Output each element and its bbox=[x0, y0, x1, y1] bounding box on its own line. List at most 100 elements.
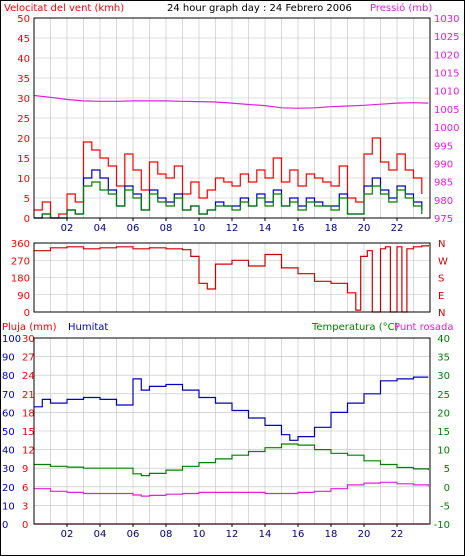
rain-y-tick-label: 18 bbox=[22, 408, 35, 419]
pressure-y-tick-label: 975 bbox=[434, 214, 453, 225]
temperature-label: Temperatura (°C) bbox=[311, 322, 399, 333]
temperature-y-tick-label: -5 bbox=[440, 501, 450, 512]
temperature-y-tick-label: -10 bbox=[434, 520, 450, 531]
rain-y-tick-label: 24 bbox=[22, 371, 35, 382]
x-tick-label: 10 bbox=[193, 529, 206, 540]
wind-y-tick-label: 35 bbox=[17, 74, 30, 85]
temperature-y-tick-label: 35 bbox=[437, 353, 450, 364]
x-tick-label: 06 bbox=[127, 223, 140, 234]
x-tick-label: 16 bbox=[292, 529, 305, 540]
x-tick-label: 12 bbox=[226, 529, 239, 540]
x-tick-label: 18 bbox=[325, 223, 338, 234]
dewpoint-series bbox=[34, 481, 429, 497]
wind-pressure-panel: 0510152025303540455097598098599099510001… bbox=[17, 14, 459, 234]
compass-label: S bbox=[438, 274, 444, 285]
pressure-y-tick-label: 1010 bbox=[434, 87, 459, 98]
rain-y-tick-label: 21 bbox=[22, 390, 35, 401]
humidity-y-tick-label: 60 bbox=[2, 408, 15, 419]
chart-title: 24 hour graph day : 24 Febrero 2006 bbox=[167, 3, 352, 14]
temperature-y-tick-label: 0 bbox=[444, 483, 450, 494]
x-tick-label: 08 bbox=[160, 529, 173, 540]
x-tick-label: 10 bbox=[193, 223, 206, 234]
pressure-y-tick-label: 990 bbox=[434, 159, 453, 170]
direction-y-tick-label: 90 bbox=[17, 291, 30, 302]
temperature-y-tick-label: 20 bbox=[437, 408, 450, 419]
rain-y-tick-label: 12 bbox=[22, 446, 35, 457]
rain-y-tick-label: 0 bbox=[22, 520, 28, 531]
wind-green-series bbox=[34, 181, 423, 219]
pressure-y-tick-label: 1025 bbox=[434, 32, 459, 43]
rain-y-tick-label: 15 bbox=[22, 427, 35, 438]
pressure-y-tick-label: 1005 bbox=[434, 105, 459, 116]
wind-y-tick-label: 15 bbox=[17, 154, 30, 165]
wind-y-tick-label: 50 bbox=[17, 14, 30, 25]
x-tick-label: 04 bbox=[94, 223, 107, 234]
humidity-y-tick-label: 20 bbox=[2, 483, 15, 494]
wind-y-tick-label: 25 bbox=[17, 114, 30, 125]
gust-series bbox=[34, 137, 423, 219]
wind-y-tick-label: 40 bbox=[17, 54, 30, 65]
direction-y-tick-label: 360 bbox=[11, 239, 30, 250]
humidity-series bbox=[34, 376, 429, 441]
rain-y-tick-label: 9 bbox=[22, 464, 28, 475]
wind-speed-label: Velocitat del vent (kmh) bbox=[4, 3, 124, 14]
temperature-y-tick-label: 5 bbox=[444, 464, 450, 475]
x-tick-label: 20 bbox=[358, 223, 371, 234]
wind-y-tick-label: 30 bbox=[17, 94, 30, 105]
compass-label: N bbox=[438, 239, 445, 250]
temperature-y-tick-label: 10 bbox=[437, 446, 450, 457]
pressure-y-tick-label: 1020 bbox=[434, 50, 459, 61]
x-tick-label: 04 bbox=[94, 529, 107, 540]
temperature-y-tick-label: 40 bbox=[437, 334, 450, 345]
pressure-y-tick-label: 1030 bbox=[434, 14, 459, 25]
pressure-y-tick-label: 1000 bbox=[434, 123, 459, 134]
compass-label: E bbox=[438, 291, 444, 302]
rain-y-tick-label: 3 bbox=[22, 501, 28, 512]
humidity-y-tick-label: 70 bbox=[2, 390, 15, 401]
rain-y-tick-label: 30 bbox=[22, 334, 35, 345]
pressure-y-tick-label: 980 bbox=[434, 196, 453, 207]
x-tick-label: 22 bbox=[391, 223, 404, 234]
pressure-series bbox=[33, 94, 429, 109]
temperature-y-tick-label: 15 bbox=[437, 427, 450, 438]
x-tick-label: 06 bbox=[127, 529, 140, 540]
humidity-label: Humitat bbox=[68, 322, 108, 333]
x-tick-label: 08 bbox=[160, 223, 173, 234]
rain-y-tick-label: 6 bbox=[22, 483, 28, 494]
x-tick-label: 20 bbox=[358, 529, 371, 540]
p1-frame bbox=[33, 17, 431, 219]
x-tick-label: 12 bbox=[226, 223, 239, 234]
humidity-y-tick-label: 80 bbox=[2, 371, 15, 382]
wind-y-tick-label: 10 bbox=[17, 174, 30, 185]
x-tick-label: 14 bbox=[259, 529, 272, 540]
humidity-y-tick-label: 40 bbox=[2, 446, 15, 457]
pressure-y-tick-label: 995 bbox=[434, 141, 453, 152]
direction-y-tick-label: 180 bbox=[11, 274, 30, 285]
dewpoint-label: Punt rosada bbox=[394, 322, 453, 333]
x-tick-label: 14 bbox=[259, 223, 272, 234]
wind-y-tick-label: 45 bbox=[17, 34, 30, 45]
x-tick-label: 02 bbox=[61, 529, 74, 540]
x-tick-label: 02 bbox=[61, 223, 74, 234]
rain-label: Pluja (mm) bbox=[2, 322, 57, 333]
p2-frame bbox=[33, 242, 431, 313]
pressure-y-tick-label: 985 bbox=[434, 178, 453, 189]
humidity-y-tick-label: 90 bbox=[2, 353, 15, 364]
humidity-y-tick-label: 0 bbox=[2, 520, 8, 531]
wind-y-tick-label: 20 bbox=[17, 134, 30, 145]
compass-label: N bbox=[438, 308, 445, 319]
humidity-y-tick-label: 30 bbox=[2, 464, 15, 475]
compass-label: W bbox=[438, 256, 448, 267]
temperature-y-tick-label: 25 bbox=[437, 390, 450, 401]
humidity-y-tick-label: 100 bbox=[2, 334, 21, 345]
x-tick-label: 16 bbox=[292, 223, 305, 234]
temperature-series bbox=[34, 443, 429, 477]
humidity-y-tick-label: 10 bbox=[2, 501, 15, 512]
x-tick-label: 18 bbox=[325, 529, 338, 540]
temp-humidity-panel: 0369121518212427300102030405060708090100… bbox=[2, 334, 450, 540]
wind-y-tick-label: 0 bbox=[24, 214, 30, 225]
x-tick-label: 22 bbox=[391, 529, 404, 540]
